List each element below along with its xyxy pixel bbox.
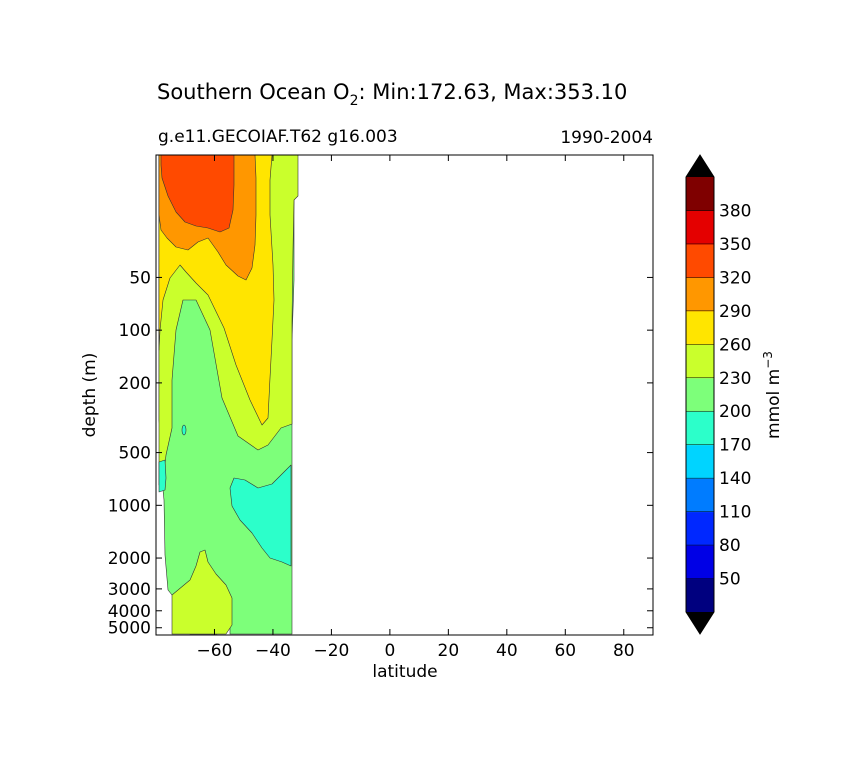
y-tick-label: 2000: [108, 549, 151, 569]
contour-170-200-margin: [158, 459, 167, 493]
contour-320-350: [160, 155, 235, 233]
colorbar-tick-label: 50: [719, 570, 741, 590]
x-tick-label: −60: [197, 641, 233, 661]
colorbar-segment: [686, 578, 714, 613]
colorbar-tick-label: 260: [719, 335, 751, 355]
colorbar-segment: [686, 243, 714, 278]
colorbar-segment: [686, 177, 714, 211]
colorbar-label: mmol m−3: [761, 351, 784, 439]
contour-170-200-pocket: [181, 424, 187, 436]
title-subscript: 2: [350, 93, 359, 109]
y-axis-label: depth (m): [80, 353, 100, 438]
colorbar-tick-label: 170: [719, 436, 751, 456]
colorbar-segment: [686, 444, 714, 479]
x-tick-label: −20: [313, 641, 349, 661]
colorbar-segment: [686, 511, 714, 546]
colorbar-tick-label: 380: [719, 201, 751, 221]
chart-title: Southern Ocean O2: Min:172.63, Max:353.1…: [157, 80, 627, 109]
colorbar-segment: [686, 344, 714, 379]
title-prefix: Southern Ocean O: [157, 80, 350, 104]
contour-field: [158, 155, 299, 635]
y-tick-label: 500: [119, 444, 151, 464]
subtitle-right: 1990-2004: [560, 128, 653, 148]
plot-frame: [155, 154, 654, 636]
y-tick-label: 5000: [108, 619, 151, 639]
y-tick-label: 1000: [108, 496, 151, 516]
x-axis: −60 −40 −20 0 20 40 60 80: [197, 155, 635, 661]
colorbar-segment: [686, 310, 714, 345]
colorbar-segment: [686, 545, 714, 580]
title-suffix: : Min:172.63, Max:353.10: [359, 80, 628, 104]
y-tick-label: 200: [119, 374, 151, 394]
colorbar-label-unit: mmol m: [764, 369, 784, 439]
y-tick-label: 3000: [108, 580, 151, 600]
contour-230-260-abyssal: [171, 549, 233, 635]
y-tick-label: 50: [129, 268, 151, 288]
colorbar-tick-label: 200: [719, 402, 751, 422]
colorbar-tick-label: 290: [719, 302, 751, 322]
y-tick-label: 4000: [108, 602, 151, 622]
colorbar-tick-label: 140: [719, 469, 751, 489]
x-axis-label: latitude: [372, 662, 437, 682]
colorbar-tick-label: 230: [719, 369, 751, 389]
contour-170-200-deep: [229, 464, 292, 567]
colorbar-tick-label: 80: [719, 536, 741, 556]
x-tick-label: 60: [554, 641, 576, 661]
x-tick-label: 80: [613, 641, 635, 661]
colorbar-segment: [686, 277, 714, 312]
colorbar-extend-min: [686, 612, 714, 634]
colorbar-segment: [686, 210, 714, 245]
colorbar: 50 80 110 140 170 200 230 260 290 320 350 380: [685, 154, 751, 635]
x-tick-label: 40: [496, 641, 518, 661]
colorbar-tick-label: 320: [719, 268, 751, 288]
x-tick-label: −40: [255, 641, 291, 661]
y-tick-label: 100: [119, 321, 151, 341]
colorbar-segment: [686, 478, 714, 513]
colorbar-tick-label: 110: [719, 503, 751, 523]
colorbar-extend-max: [686, 155, 714, 177]
colorbar-segment: [686, 377, 714, 412]
colorbar-segment: [686, 411, 714, 446]
x-tick-label: 20: [438, 641, 460, 661]
subtitle-left: g.e11.GECOIAF.T62 g16.003: [158, 127, 398, 147]
x-tick-label: 0: [384, 641, 395, 661]
colorbar-outline: [685, 154, 715, 635]
colorbar-label-exponent: −3: [761, 351, 775, 369]
colorbar-tick-label: 350: [719, 235, 751, 255]
